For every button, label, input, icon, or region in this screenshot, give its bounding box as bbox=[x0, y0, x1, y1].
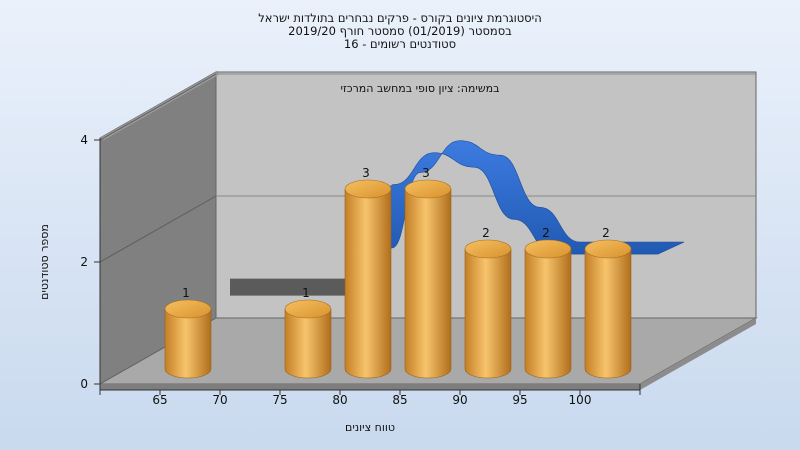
bar-body bbox=[404, 188, 452, 379]
bar-cylinder bbox=[284, 299, 332, 379]
bar-value-label: 2 bbox=[542, 226, 550, 240]
gridlines bbox=[99, 73, 756, 263]
bar-top bbox=[344, 179, 392, 199]
bar-cylinder bbox=[464, 239, 512, 379]
bar-cylinder bbox=[524, 239, 572, 379]
data-labels: 1 1 3 3 2 2 2 bbox=[182, 166, 610, 300]
side-wall-gridline bbox=[99, 195, 217, 263]
bar-value-label: 1 bbox=[182, 286, 190, 300]
chart-title-line-2: בסמסטר (01/2019) סמסטר חורף 2019/20 bbox=[288, 24, 512, 38]
bars bbox=[164, 179, 632, 379]
bar-body bbox=[164, 308, 212, 379]
axes bbox=[94, 138, 641, 395]
bar-top bbox=[464, 239, 512, 259]
x-tick-label: 80 bbox=[332, 393, 347, 407]
x-tick-label: 65 bbox=[152, 393, 167, 407]
bar-cylinder bbox=[404, 179, 452, 379]
bar-top bbox=[524, 239, 572, 259]
bar-cylinder bbox=[164, 299, 212, 379]
x-tick-label: 85 bbox=[392, 393, 407, 407]
floor-front-edge bbox=[100, 384, 640, 390]
bar-top bbox=[164, 299, 212, 319]
chart-title-line-1: היסטוגרמת ציונים בקורס - פרקים נבחרים בת… bbox=[258, 11, 541, 25]
ribbon-series bbox=[230, 140, 685, 296]
x-tick-label: 100 bbox=[569, 393, 592, 407]
chart-subtitle: במשימה: ציון סופי במחשב המרכזי bbox=[340, 82, 499, 95]
y-tick-label: 2 bbox=[80, 255, 88, 269]
bar-body bbox=[284, 308, 332, 379]
y-tick-label: 4 bbox=[80, 133, 88, 147]
bar-top bbox=[584, 239, 632, 259]
x-tick-label: 70 bbox=[212, 393, 227, 407]
bar-cylinder bbox=[584, 239, 632, 379]
bar-value-label: 2 bbox=[482, 226, 490, 240]
floor-right-edge bbox=[640, 318, 756, 390]
grey-ribbon bbox=[230, 278, 345, 296]
bar-top bbox=[404, 179, 452, 199]
x-axis-label: טווח ציונים bbox=[345, 421, 395, 434]
x-tick-label: 90 bbox=[452, 393, 467, 407]
bar-value-label: 2 bbox=[602, 226, 610, 240]
y-axis-label: מספר סטודנטים bbox=[38, 224, 51, 300]
bar-top bbox=[284, 299, 332, 319]
bar-cylinder bbox=[344, 179, 392, 379]
blue-ribbon bbox=[365, 140, 685, 261]
x-tick-label: 75 bbox=[272, 393, 287, 407]
tick-labels: 0 2 4 65 70 75 80 85 90 95 100 bbox=[80, 133, 591, 407]
bar-value-label: 3 bbox=[362, 166, 370, 180]
bar-body bbox=[344, 188, 392, 379]
chart-title-line-3: סטודנטים רשומים - 16 bbox=[344, 37, 456, 51]
bar-value-label: 3 bbox=[422, 166, 430, 180]
bar-body bbox=[464, 248, 512, 379]
bar-body bbox=[524, 248, 572, 379]
bar-body bbox=[584, 248, 632, 379]
bar-value-label: 1 bbox=[302, 286, 310, 300]
x-tick-label: 95 bbox=[512, 393, 527, 407]
y-tick-label: 0 bbox=[80, 377, 88, 391]
side-wall-gridline bbox=[99, 73, 217, 141]
